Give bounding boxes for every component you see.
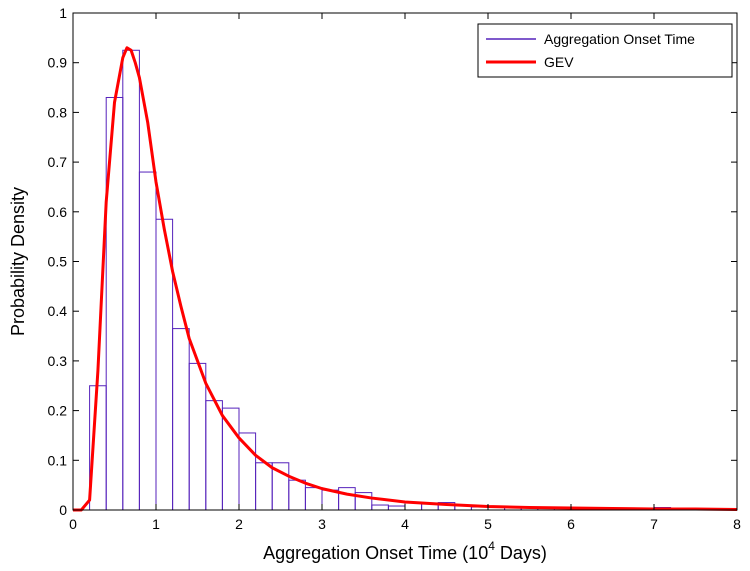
histogram-bar bbox=[172, 328, 190, 511]
legend-gev-label: GEV bbox=[544, 54, 574, 70]
y-tick-label: 0.6 bbox=[48, 204, 68, 220]
histogram-bar bbox=[304, 487, 323, 511]
gev-curve-group bbox=[73, 46, 738, 512]
y-tick-label: 0.1 bbox=[48, 452, 68, 468]
x-tick-label: 4 bbox=[401, 516, 409, 532]
histogram-bar bbox=[138, 171, 157, 511]
histogram-bar bbox=[387, 505, 406, 511]
histogram-bar bbox=[188, 362, 207, 511]
y-tick-label: 0.7 bbox=[48, 154, 68, 170]
x-tick-label: 8 bbox=[733, 516, 741, 532]
y-tick-label: 0 bbox=[59, 502, 67, 518]
y-tick-label: 0.3 bbox=[48, 353, 68, 369]
x-tick-label: 1 bbox=[152, 516, 160, 532]
y-tick-label: 0.9 bbox=[48, 55, 68, 71]
y-axis-title: Probability Density bbox=[8, 187, 28, 336]
y-tick-label: 0.2 bbox=[48, 403, 68, 419]
histogram-bar bbox=[288, 479, 306, 511]
x-tick-label: 5 bbox=[484, 516, 492, 532]
x-axis-ticks: 0 1 2 3 4 5 6 7 8 bbox=[69, 13, 741, 532]
legend: Aggregation Onset Time GEV bbox=[477, 23, 733, 78]
x-tick-label: 2 bbox=[235, 516, 243, 532]
histogram-bar bbox=[122, 49, 140, 511]
x-tick-label: 0 bbox=[69, 516, 77, 532]
y-tick-label: 0.8 bbox=[48, 104, 68, 120]
y-tick-label: 0.4 bbox=[48, 303, 68, 319]
x-tick-label: 7 bbox=[650, 516, 658, 532]
y-axis-ticks: 0 0.1 0.2 0.3 0.4 0.5 0.6 0.7 0.8 0.9 1 bbox=[48, 5, 737, 518]
legend-histogram-label: Aggregation Onset Time bbox=[544, 31, 695, 47]
histogram-bar bbox=[338, 487, 356, 511]
x-tick-label: 6 bbox=[567, 516, 575, 532]
x-axis-title: Aggregation Onset Time (104 Days) bbox=[263, 539, 547, 563]
histogram-bar bbox=[205, 400, 223, 511]
y-tick-label: 1 bbox=[59, 5, 67, 21]
x-tick-label: 3 bbox=[318, 516, 326, 532]
histogram-bar bbox=[255, 462, 273, 511]
histogram-bar bbox=[371, 504, 389, 511]
legend-box bbox=[477, 23, 733, 78]
histogram-bars bbox=[89, 49, 738, 511]
gev-curve bbox=[73, 46, 738, 512]
histogram-bar bbox=[221, 407, 240, 511]
y-tick-label: 0.5 bbox=[48, 254, 68, 270]
